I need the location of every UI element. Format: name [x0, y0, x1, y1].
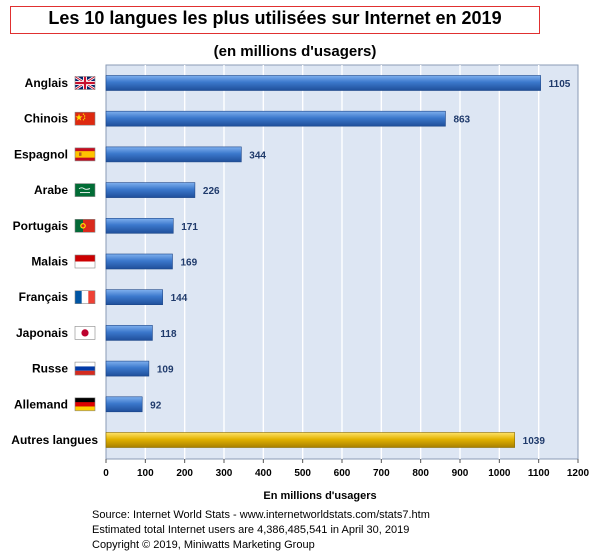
chart-title: Les 10 langues les plus utilisées sur In…	[48, 8, 502, 28]
portugal-flag-icon	[74, 219, 96, 233]
value-label: 169	[180, 258, 197, 269]
russia-flag-icon	[74, 361, 96, 376]
x-tick-label: 300	[216, 468, 233, 479]
category-label: Arabe	[34, 183, 68, 197]
category-label: Anglais	[25, 76, 69, 90]
value-label: 171	[181, 222, 198, 233]
x-tick-label: 1200	[567, 468, 590, 479]
category-label: Allemand	[14, 397, 68, 411]
bar-autres-langues	[105, 432, 515, 448]
users-total-line: Estimated total Internet users are 4,386…	[92, 524, 410, 536]
x-tick-label: 200	[176, 468, 193, 479]
x-tick-label: 400	[255, 468, 272, 479]
chart-subtitle: (en millions d'usagers)	[213, 43, 377, 60]
bar-japonais	[105, 325, 153, 341]
value-label: 144	[171, 293, 188, 304]
bar-arabe	[105, 182, 196, 198]
value-label: 863	[453, 115, 470, 126]
value-label: 226	[203, 186, 220, 197]
category-label: Chinois	[24, 112, 68, 126]
x-tick-label: 600	[334, 468, 351, 479]
x-tick-label: 900	[452, 468, 469, 479]
japan-flag-icon	[74, 326, 96, 340]
category-label: Autres langues	[11, 433, 98, 447]
bar-russe	[105, 360, 150, 377]
category-label: Japonais	[16, 326, 68, 340]
x-tick-label: 1000	[488, 468, 511, 479]
source-line: Source: Internet World Stats - www.inter…	[92, 509, 430, 521]
copyright-line: Copyright © 2019, Miniwatts Marketing Gr…	[92, 539, 315, 551]
category-label: Malais	[31, 255, 68, 269]
x-tick-label: 800	[412, 468, 429, 479]
x-tick-label: 0	[103, 468, 109, 479]
x-axis-title: En millions d'usagers	[263, 490, 376, 502]
china-flag-icon	[74, 111, 96, 126]
value-label: 1039	[523, 436, 546, 447]
spain-flag-icon	[74, 147, 96, 162]
x-tick-label: 100	[137, 468, 154, 479]
bar-portugais	[105, 218, 174, 234]
x-tick-label: 500	[294, 468, 311, 479]
bar-fran-ais	[105, 289, 163, 306]
bar-malais	[105, 253, 173, 270]
bar-chinois	[105, 110, 446, 127]
value-label: 344	[249, 150, 266, 161]
category-label: Espagnol	[14, 147, 68, 161]
value-label: 92	[150, 400, 162, 411]
value-label: 109	[157, 365, 174, 376]
saudi-arabia-flag-icon	[74, 183, 96, 197]
uk-flag-icon	[74, 75, 96, 91]
x-tick-label: 1100	[528, 468, 550, 479]
value-label: 1105	[549, 79, 571, 90]
bar-espagnol	[105, 146, 242, 163]
chart-title-box: Les 10 langues les plus utilisées sur In…	[10, 6, 540, 34]
value-label: 118	[160, 329, 177, 340]
category-label: Russe	[32, 362, 68, 376]
germany-flag-icon	[74, 397, 96, 412]
bar-anglais	[105, 75, 541, 91]
bar-allemand	[105, 396, 143, 413]
france-flag-icon	[74, 290, 96, 305]
x-tick-label: 700	[373, 468, 390, 479]
malaysia-flag-icon	[74, 254, 96, 269]
category-label: Portugais	[13, 219, 69, 233]
category-label: Français	[19, 290, 69, 304]
